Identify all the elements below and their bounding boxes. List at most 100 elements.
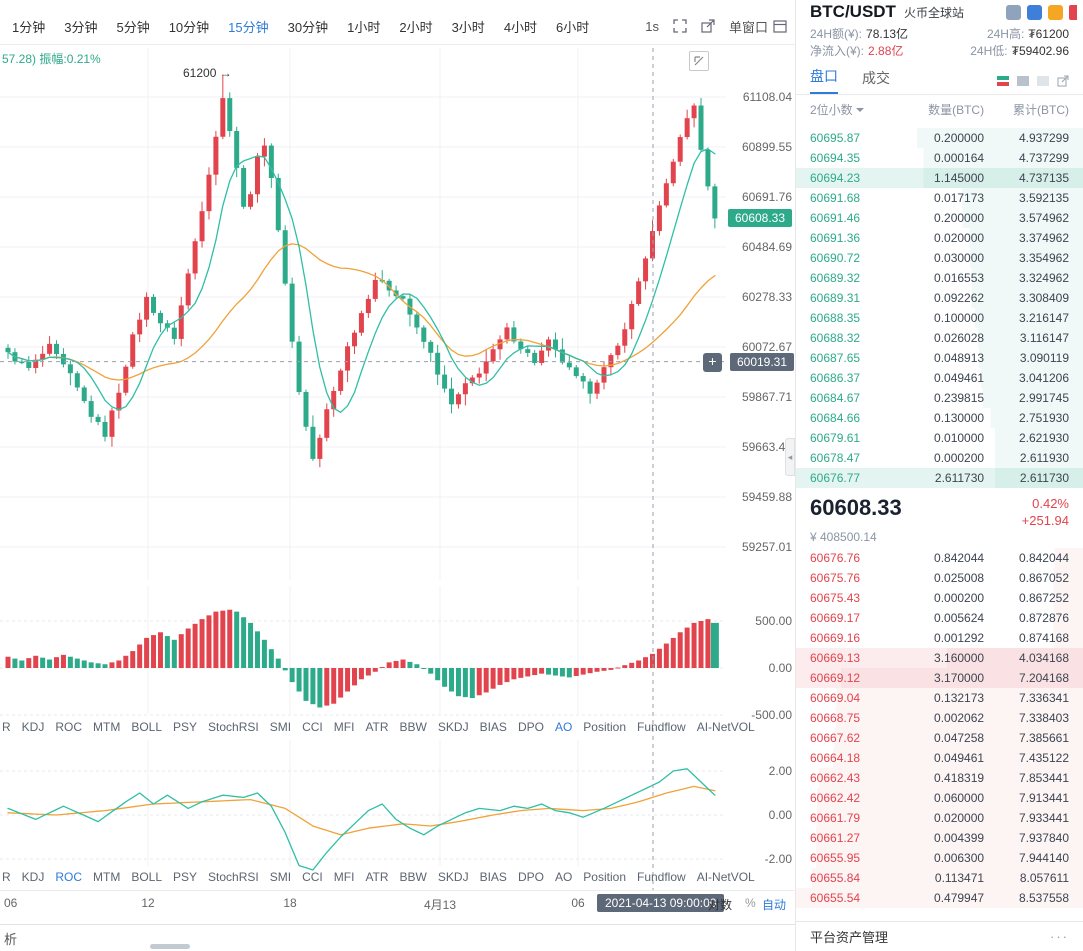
bid-row[interactable]: 60675.76 0.025008 0.867052 (796, 568, 1083, 588)
ask-row[interactable]: 60694.23 1.145000 4.737135 (796, 168, 1083, 188)
indicator-tab-atr[interactable]: ATR (365, 870, 389, 884)
bid-row[interactable]: 60668.75 0.002062 7.338403 (796, 708, 1083, 728)
ask-row[interactable]: 60676.77 2.611730 2.611730 (796, 468, 1083, 488)
indicator-tab-skdj[interactable]: SKDJ (437, 720, 469, 734)
indicator-tab-skdj[interactable]: SKDJ (437, 870, 469, 884)
ask-row[interactable]: 60678.47 0.000200 2.611930 (796, 448, 1083, 468)
indicator-tab-ao[interactable]: AO (554, 870, 573, 884)
indicator-tab-boll[interactable]: BOLL (131, 870, 163, 884)
indicator-tab-smi[interactable]: SMI (269, 720, 292, 734)
indicator-tab-smi[interactable]: SMI (269, 870, 292, 884)
indicator-tab-bbw[interactable]: BBW (399, 870, 427, 884)
indicator-tab-mfi[interactable]: MFI (333, 720, 355, 734)
book-view-asks-icon[interactable] (1017, 75, 1029, 87)
indicator-tab-cci[interactable]: CCI (302, 870, 323, 884)
indicator-tab-cci[interactable]: CCI (302, 720, 323, 734)
ask-row[interactable]: 60688.32 0.026028 3.116147 (796, 328, 1083, 348)
ask-row[interactable]: 60688.35 0.100000 3.216147 (796, 308, 1083, 328)
ask-row[interactable]: 60691.46 0.200000 3.574962 (796, 208, 1083, 228)
auto-scale-toggle[interactable]: 自动 (762, 898, 787, 912)
indicator-tab-r[interactable]: R (2, 720, 11, 734)
ask-row[interactable]: 60691.36 0.020000 3.374962 (796, 228, 1083, 248)
indicator-tab-ai-netvol[interactable]: AI-NetVOL (696, 720, 755, 734)
bid-row[interactable]: 60669.04 0.132173 7.336341 (796, 688, 1083, 708)
book-popout-icon[interactable] (1057, 75, 1069, 87)
bid-row[interactable]: 60662.42 0.060000 7.913441 (796, 788, 1083, 808)
screenshot-icon[interactable] (1006, 4, 1021, 20)
indicator-tab-r[interactable]: R (2, 870, 11, 884)
indicator-tab-bias[interactable]: BIAS (479, 870, 507, 884)
ask-row[interactable]: 60686.37 0.049461 3.041206 (796, 368, 1083, 388)
scrollbar-thumb[interactable] (150, 944, 190, 949)
indicator-tab-mtm[interactable]: MTM (93, 870, 121, 884)
single-window-button[interactable]: 单窗口 (729, 17, 787, 36)
asset-management-label[interactable]: 平台资产管理 (810, 930, 889, 945)
book-view-all-icon[interactable] (997, 75, 1009, 87)
tab-orderbook[interactable]: 盘口 (810, 66, 838, 94)
timeframe-1分钟[interactable]: 1分钟 (12, 19, 46, 35)
book-view-bids-icon[interactable] (1037, 75, 1049, 87)
indicator-tab-position[interactable]: Position (583, 720, 626, 734)
timeframe-6小时[interactable]: 6小时 (556, 19, 590, 35)
timeframe-4小时[interactable]: 4小时 (503, 19, 538, 35)
ask-row[interactable]: 60691.68 0.017173 3.592135 (796, 188, 1083, 208)
ask-row[interactable]: 60695.87 0.200000 4.937299 (796, 128, 1083, 148)
timeframe-3小时[interactable]: 3小时 (451, 19, 485, 35)
indicator-tab-bias[interactable]: BIAS (479, 720, 507, 734)
bid-row[interactable]: 60655.95 0.006300 7.944140 (796, 848, 1083, 868)
ask-row[interactable]: 60684.66 0.130000 2.751930 (796, 408, 1083, 428)
bid-row[interactable]: 60675.43 0.000200 0.867252 (796, 588, 1083, 608)
log-scale-toggle[interactable]: 对数 (708, 898, 733, 912)
more-icon[interactable]: ··· (1050, 929, 1069, 944)
timeframe-5分钟[interactable]: 5分钟 (116, 19, 150, 35)
indicator-tab-position[interactable]: Position (583, 870, 626, 884)
notification-icon[interactable] (1069, 4, 1077, 20)
timeframe-15分钟[interactable]: 15分钟 (228, 19, 269, 35)
bid-row[interactable]: 60667.62 0.047258 7.385661 (796, 728, 1083, 748)
indicator-tab-bbw[interactable]: BBW (399, 720, 427, 734)
ask-row[interactable]: 60679.61 0.010000 2.621930 (796, 428, 1083, 448)
indicator-tab-stochrsi[interactable]: StochRSI (208, 870, 259, 884)
bid-row[interactable]: 60655.54 0.479947 8.537558 (796, 888, 1083, 908)
indicator-tab-roc[interactable]: ROC (55, 870, 83, 884)
indicator-tab-psy[interactable]: PSY (173, 720, 198, 734)
bid-row[interactable]: 60669.16 0.001292 0.874168 (796, 628, 1083, 648)
bid-row[interactable]: 60662.43 0.418319 7.853441 (796, 768, 1083, 788)
indicator-tab-mtm[interactable]: MTM (93, 720, 121, 734)
indicator-tab-dpo[interactable]: DPO (517, 870, 544, 884)
crosshair-add-button[interactable]: + (703, 352, 722, 372)
precision-dropdown[interactable]: 2位小数 (810, 101, 899, 118)
timeframe-10分钟[interactable]: 10分钟 (168, 19, 210, 35)
bid-row[interactable]: 60669.17 0.005624 0.872876 (796, 608, 1083, 628)
ask-row[interactable]: 60694.35 0.000164 4.737299 (796, 148, 1083, 168)
indicator-tab-stochrsi[interactable]: StochRSI (208, 720, 259, 734)
indicator-tab-ao[interactable]: AO (554, 720, 573, 734)
indicator-tab-boll[interactable]: BOLL (131, 720, 163, 734)
restore-chart-icon[interactable] (689, 51, 709, 71)
indicator-tab-kdj[interactable]: KDJ (21, 720, 45, 734)
popout-icon[interactable] (701, 19, 715, 33)
ask-row[interactable]: 60687.65 0.048913 3.090119 (796, 348, 1083, 368)
indicator-tab-atr[interactable]: ATR (365, 720, 389, 734)
timeframe-1s[interactable]: 1s (645, 18, 659, 34)
price-chart-svg[interactable] (0, 0, 795, 951)
bid-row[interactable]: 60661.27 0.004399 7.937840 (796, 828, 1083, 848)
ask-row[interactable]: 60689.32 0.016553 3.324962 (796, 268, 1083, 288)
percent-scale-toggle[interactable]: % (745, 896, 756, 910)
ask-row[interactable]: 60684.67 0.239815 2.991745 (796, 388, 1083, 408)
ask-row[interactable]: 60690.72 0.030000 3.354962 (796, 248, 1083, 268)
ask-row[interactable]: 60689.31 0.092262 3.308409 (796, 288, 1083, 308)
indicator-tab-fundflow[interactable]: Fundflow (637, 870, 686, 884)
bid-row[interactable]: 60664.18 0.049461 7.435122 (796, 748, 1083, 768)
bid-row[interactable]: 60661.79 0.020000 7.933441 (796, 808, 1083, 828)
fullscreen-icon[interactable] (673, 19, 687, 33)
bid-row[interactable]: 60669.13 3.160000 4.034168 (796, 648, 1083, 668)
indicator-tab-kdj[interactable]: KDJ (21, 870, 45, 884)
indicator-tab-roc[interactable]: ROC (55, 720, 83, 734)
indicator-tab-ai-netvol[interactable]: AI-NetVOL (696, 870, 755, 884)
indicator-tab-fundflow[interactable]: Fundflow (637, 720, 686, 734)
indicator-tab-mfi[interactable]: MFI (333, 870, 355, 884)
bid-row[interactable]: 60669.12 3.170000 7.204168 (796, 668, 1083, 688)
hot-icon[interactable] (1048, 4, 1063, 20)
bid-row[interactable]: 60655.84 0.113471 8.057611 (796, 868, 1083, 888)
